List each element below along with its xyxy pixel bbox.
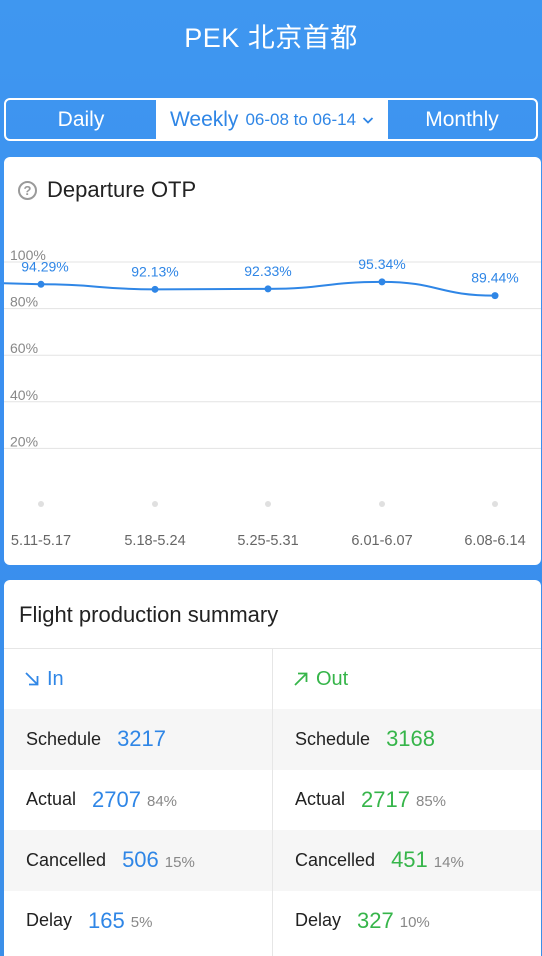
row-value: 2717 [361,786,410,812]
chevron-down-icon [362,116,374,124]
data-label: 95.34% [358,256,405,272]
arrow-down-right-icon [25,672,39,686]
data-label: 89.44% [471,270,518,286]
data-label: 92.13% [131,263,178,279]
y-tick-label: 40% [10,387,38,403]
row-label: Schedule [26,728,102,749]
row-percent: 14% [433,853,464,871]
row-label: Schedule [295,728,371,749]
otp-chart: 100% 80% 60% 40% 20% 94.29% 92.13% 92.33% 95.34%… [4,247,541,549]
inbound-actual-row: Actual 2707 84% [4,770,272,831]
outbound-cancelled-row: Cancelled 451 14% [273,830,541,891]
baseline-dot [492,501,498,507]
row-percent: 85% [415,793,447,811]
data-point [491,292,499,300]
x-tick-label: 6.01-6.07 [351,533,412,549]
row-label: Delay [26,910,73,931]
row-percent: 10% [399,914,430,932]
week-range: 06-08 to 06-14 [245,109,357,129]
otp-title: Departure OTP [47,177,197,202]
inbound-schedule-row: Schedule 3217 [4,709,272,770]
tab-daily[interactable]: Daily [57,107,105,131]
row-value: 327 [357,907,394,933]
summary-title: Flight production summary [19,602,279,627]
inbound-header: In [4,649,272,709]
page-title: PEK 北京首都 [184,22,358,53]
data-label: 94.29% [21,258,68,274]
row-label: Actual [295,789,346,810]
outbound-label: Out [316,667,349,690]
row-value: 3168 [386,726,436,752]
y-tick-label: 100% [10,247,46,263]
data-point [37,280,45,288]
x-tick-label: 5.25-5.31 [237,533,298,549]
x-tick-label: 5.11-5.17 [11,533,71,549]
row-percent: 84% [146,793,178,811]
data-point [378,278,386,286]
inbound-delay-row: Delay 165 5% [4,891,272,952]
baseline-dot [265,501,271,507]
data-label: 92.33% [244,263,291,279]
y-tick-label: 60% [10,340,38,356]
outbound-actual-row: Actual 2717 85% [273,770,541,831]
departure-otp-card: 100% 80% 60% 40% 20% 94.29% 92.13% 92.33% 95.34%… [4,157,541,565]
arrow-up-right-icon [294,672,308,686]
row-value: 2707 [92,786,141,812]
y-tick-label: 20% [10,433,38,449]
row-value: 165 [88,907,125,933]
data-point [151,285,159,293]
x-tick-label: 6.08-6.14 [464,533,525,549]
row-value: 3217 [117,726,167,752]
baseline-dot [379,501,385,507]
y-tick-label: 80% [10,294,38,310]
inbound-cancelled-row: Cancelled 506 15% [4,830,272,891]
inbound-label: In [47,667,64,690]
row-label: Cancelled [26,849,107,870]
row-percent: 15% [164,853,195,871]
row-value: 506 [122,847,159,873]
baseline-dot [38,501,44,507]
inbound-column: In Schedule 3217 Actual 2707 84% Cancell… [4,649,272,951]
outbound-column: Out Schedule 3168 Actual 2717 85% Cancel… [273,649,541,951]
outbound-delay-row: Delay 327 10% [273,891,541,952]
x-tick-label: 5.18-5.24 [124,533,185,549]
divider [272,648,273,956]
outbound-header: Out [273,649,541,709]
period-tabs: Daily Weekly 06-08 to 06-14 Monthly [4,98,538,141]
data-point [264,285,272,293]
tab-monthly[interactable]: Monthly [425,107,499,131]
row-value: 451 [391,847,428,873]
tab-weekly-label: Weekly [169,107,239,131]
series-line-lead [4,282,42,286]
row-percent: 5% [130,914,153,932]
row-label: Actual [26,789,77,810]
row-label: Cancelled [295,849,376,870]
tab-weekly[interactable]: Weekly 06-08 to 06-14 [156,100,388,139]
outbound-schedule-row: Schedule 3168 [273,709,541,770]
flight-summary-card: Flight production summary In Schedule 32… [4,580,541,956]
row-label: Delay [295,910,342,931]
baseline-dot [152,501,158,507]
question-circle-icon[interactable]: ? [18,180,37,200]
otp-header: ? Departure OTP [18,177,196,203]
